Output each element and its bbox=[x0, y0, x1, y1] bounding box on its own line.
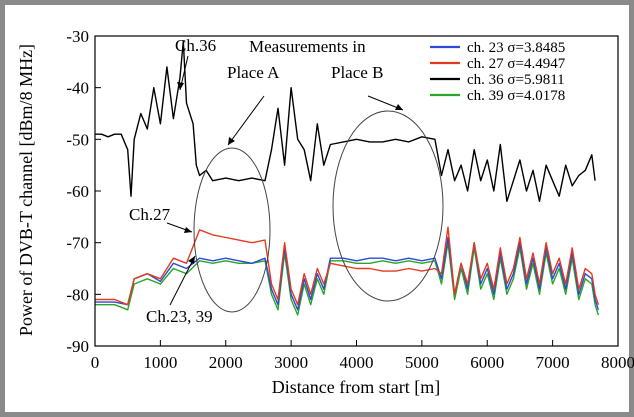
x-tick-label: 2000 bbox=[209, 353, 243, 372]
y-axis-label: Power of DVB-T channel [dBm/8 MHz] bbox=[16, 44, 36, 336]
series-layer bbox=[95, 40, 600, 316]
x-tick-label: 7000 bbox=[536, 353, 570, 372]
y-tick-label: -80 bbox=[66, 285, 89, 304]
x-tick-label: 6000 bbox=[470, 353, 504, 372]
ticks-layer: 0 1000 2000 3000 4000 5000 6000 7000 8000 -30 -40 -… bbox=[66, 27, 634, 372]
y-tick-label: -30 bbox=[66, 27, 89, 46]
arrowhead-place-a bbox=[228, 137, 235, 145]
y-tick-label: -50 bbox=[66, 130, 89, 149]
arrow-ch23-39 bbox=[169, 255, 196, 306]
place-a-ellipse bbox=[193, 147, 271, 313]
legend-label-ch36: ch. 36 σ=5.9811 bbox=[467, 72, 565, 88]
place-b-ellipse bbox=[332, 110, 444, 302]
x-tick-label: 8000 bbox=[601, 353, 634, 372]
annotation-measurements: Measurements in bbox=[249, 37, 366, 56]
arrowhead-ch23-39 bbox=[188, 256, 195, 264]
x-axis-label: Distance from start [m] bbox=[272, 377, 440, 397]
x-tick-label: 5000 bbox=[405, 353, 439, 372]
arrow-place-a bbox=[227, 95, 265, 146]
arrowhead-place-b bbox=[395, 104, 403, 110]
x-tick-label: 4000 bbox=[340, 353, 374, 372]
series-line-27 bbox=[95, 226, 600, 306]
annotation-ch36: Ch.36 bbox=[175, 36, 216, 55]
y-tick-label: -90 bbox=[66, 337, 89, 356]
y-tick-label: -70 bbox=[66, 234, 89, 253]
x-tick-label: 0 bbox=[91, 353, 100, 372]
arrowhead-ch27 bbox=[184, 227, 192, 233]
legend: ch. 23 σ=3.8485 ch. 27 σ=4.4947 ch. 36 σ… bbox=[425, 40, 615, 110]
annotation-place-a: Place A bbox=[227, 63, 280, 82]
legend-label-ch23: ch. 23 σ=3.8485 bbox=[467, 40, 565, 56]
series-line-39 bbox=[95, 241, 600, 316]
legend-box bbox=[425, 40, 615, 110]
x-tick-label: 3000 bbox=[274, 353, 308, 372]
arrowhead-ch36 bbox=[177, 82, 184, 90]
y-tick-label: -40 bbox=[66, 79, 89, 98]
x-tick-label: 1000 bbox=[143, 353, 177, 372]
legend-label-ch27: ch. 27 σ=4.4947 bbox=[467, 56, 566, 72]
legend-label-ch39: ch. 39 σ=4.0178 bbox=[467, 88, 565, 104]
annotation-ch27: Ch.27 bbox=[129, 205, 171, 224]
series-line-36 bbox=[95, 40, 596, 203]
annotation-place-b: Place B bbox=[331, 63, 383, 82]
annotation-ch23-39: Ch.23, 39 bbox=[146, 307, 213, 326]
series-line-23 bbox=[95, 236, 600, 311]
y-tick-label: -60 bbox=[66, 182, 89, 201]
arrow-heads bbox=[177, 82, 403, 264]
